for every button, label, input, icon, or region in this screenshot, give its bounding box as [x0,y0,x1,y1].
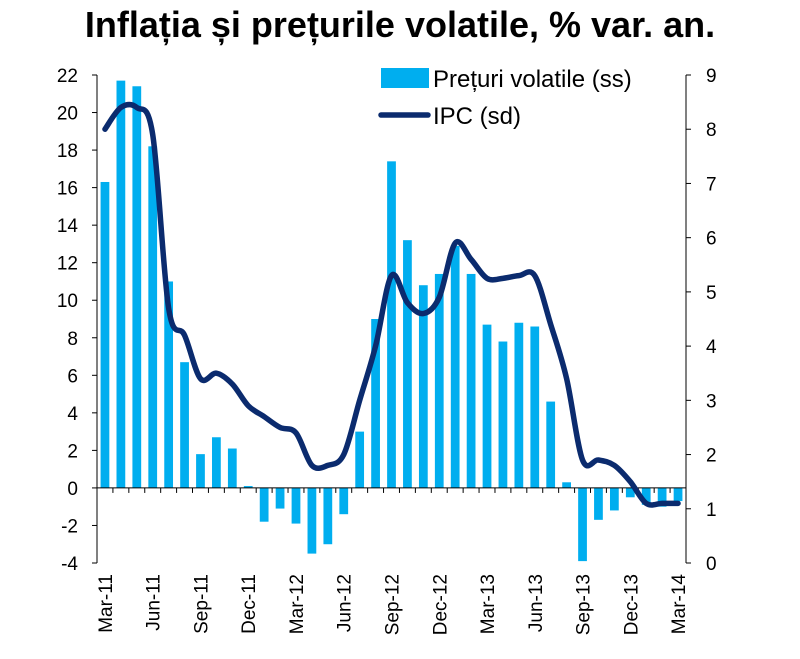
bar [291,487,301,524]
right-tick-label: 4 [706,337,717,358]
chart-title: Inflația și prețurile volatile, % var. a… [84,4,716,45]
right-tick-label: 5 [706,283,717,304]
bar [514,322,524,488]
bar [180,362,189,488]
bar [578,487,587,562]
bar [212,437,221,488]
bar [387,161,396,488]
right-tick-label: 3 [706,391,717,412]
x-tick-label: Dec-13 [621,574,642,635]
left-tick-label: 20 [57,104,78,125]
left-tick-label: 0 [67,479,78,500]
bar [164,281,174,488]
left-tick-label: -4 [61,554,78,575]
bar [371,319,380,488]
legend-label-bars: Prețuri volatile (ss) [433,66,632,93]
x-tick-label: Mar-13 [478,574,499,634]
bar [148,146,158,488]
right-tick-label: 8 [706,120,717,141]
bar [259,487,269,522]
bar [339,487,349,515]
right-tick-label: 1 [706,500,717,521]
right-tick-label: 7 [706,174,717,195]
x-tick-label: Sep-11 [191,574,212,634]
ipc-line [102,101,681,508]
bar [116,80,126,488]
bar [243,486,253,488]
bar [434,273,444,488]
right-tick-label: 2 [706,446,717,467]
left-tick-label: 4 [67,404,78,425]
x-tick-label: Mar-12 [287,574,308,634]
right-tick-label: 0 [706,554,717,575]
bar [403,240,412,488]
bar [307,487,317,554]
left-tick-label: 10 [57,291,78,312]
bar [132,86,142,488]
x-tick-label: Sep-13 [574,574,595,635]
x-tick-label: Sep-12 [383,574,404,635]
bar [657,487,667,507]
x-tick-label: Jun-11 [144,574,165,631]
left-tick-label: 18 [57,141,78,162]
left-tick-label: 16 [57,179,78,200]
left-tick-label: 2 [67,441,78,462]
x-tick-label: Dec-12 [430,574,451,635]
legend-swatch-bars [381,68,429,88]
legend: Prețuri volatile (ss) IPC (sd) [378,66,632,130]
bar [418,285,428,488]
right-tick-label: 9 [706,66,717,87]
bar [530,326,540,488]
bar [323,487,333,545]
bar [625,487,635,498]
legend-label-line: IPC (sd) [433,103,521,130]
x-tick-label: Jun-12 [335,574,356,632]
bar [450,245,460,488]
bar [546,401,556,488]
x-tick-label: Mar-14 [669,574,690,635]
bar [196,454,205,488]
bar [594,487,603,520]
bar [227,448,237,488]
bar [482,324,492,488]
bar [355,431,365,488]
line-series [102,101,681,508]
x-tick-label: Dec-11 [239,574,260,634]
left-tick-label: 22 [57,66,78,87]
bar [673,487,683,502]
bar [609,487,619,511]
left-tick-label: 14 [57,216,79,237]
left-tick-label: 6 [67,366,78,387]
bar [641,487,651,505]
bar [562,482,571,488]
bar [100,181,110,488]
bar [275,487,285,509]
bar-series [100,80,683,562]
left-tick-label: 8 [67,329,78,350]
left-tick-label: 12 [57,254,78,275]
x-tick-label: Jun-13 [526,574,547,632]
bar [466,273,476,488]
right-tick-label: 6 [706,229,717,250]
x-tick-label: Mar-11 [96,574,117,633]
left-tick-label: -2 [61,516,78,537]
bar [498,341,508,488]
